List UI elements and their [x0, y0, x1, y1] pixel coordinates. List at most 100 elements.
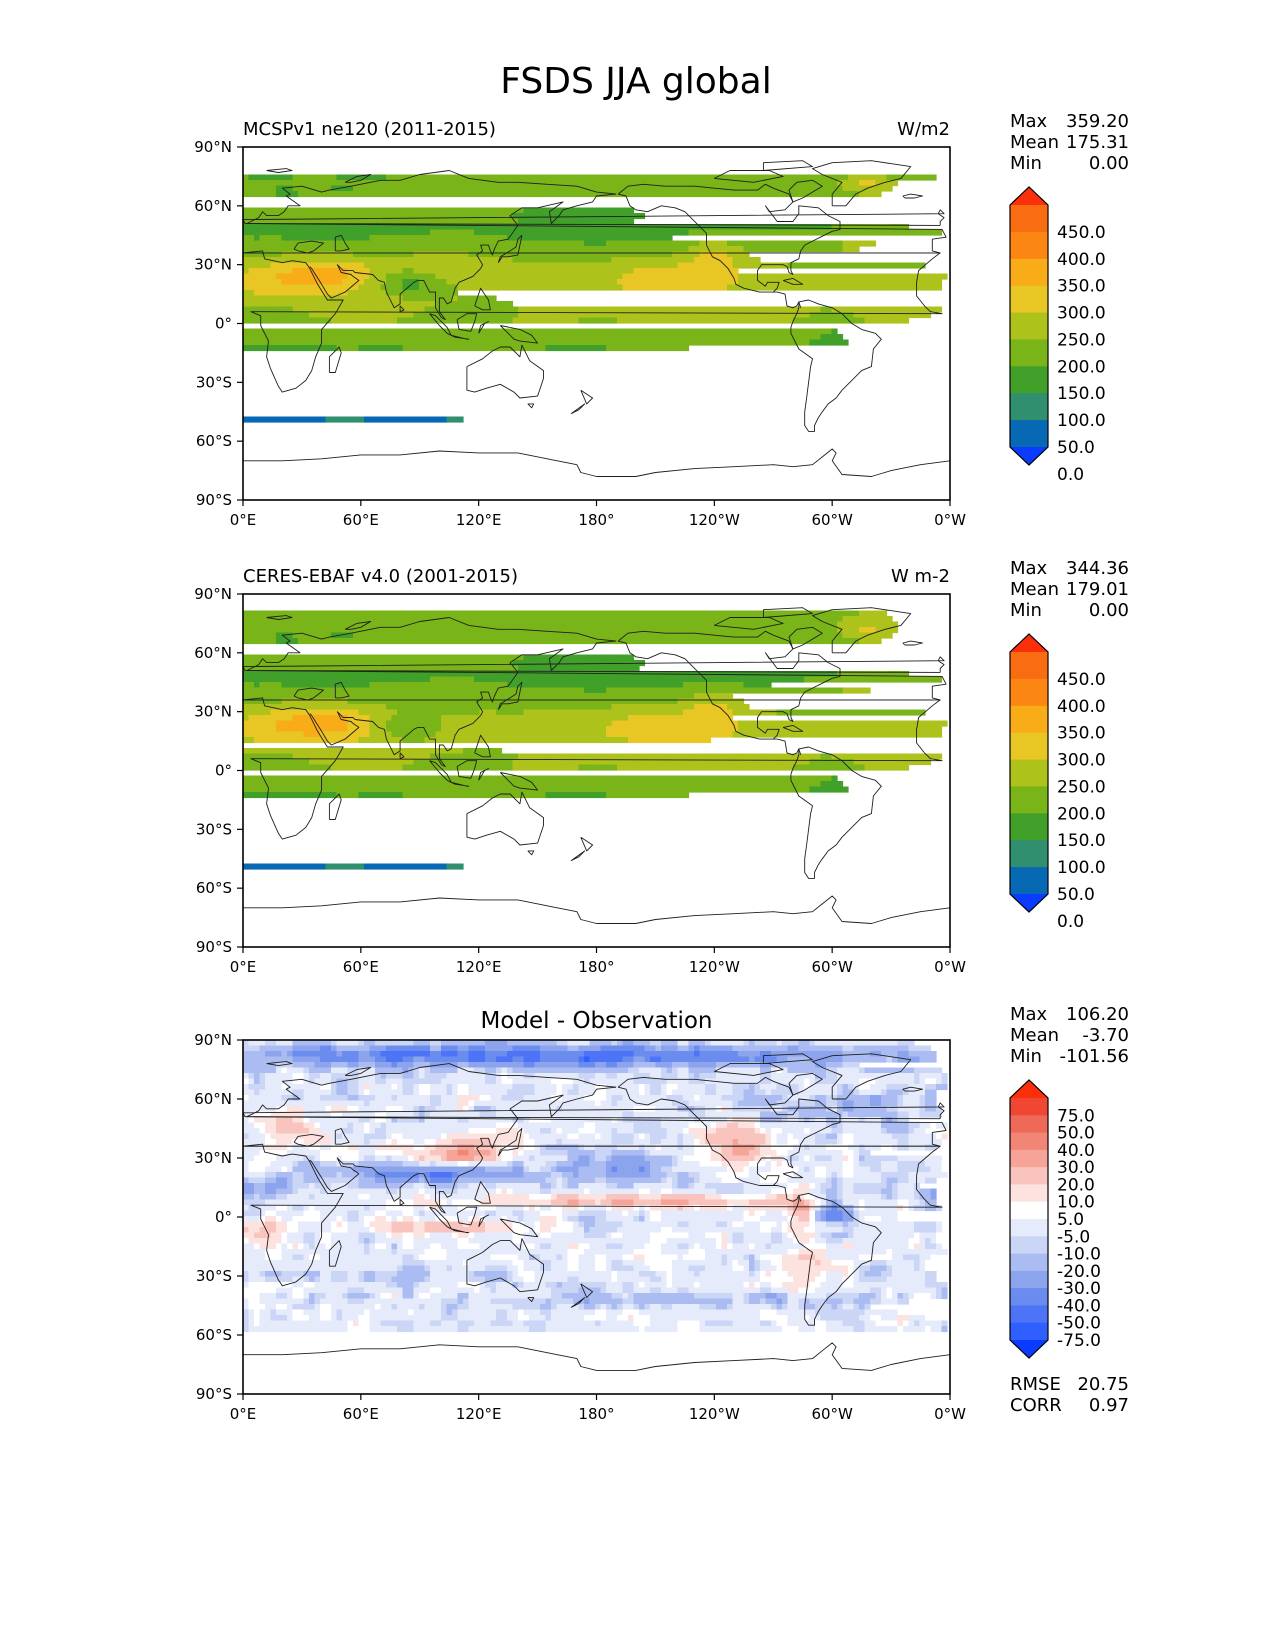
field-cell	[886, 1117, 893, 1124]
coastline	[451, 781, 470, 787]
field-cell	[650, 1161, 673, 1168]
field-cell	[688, 1183, 695, 1190]
field-cell	[705, 1249, 789, 1256]
field-cell	[375, 1276, 393, 1283]
field-cell	[298, 191, 860, 198]
field-cell	[848, 1232, 855, 1239]
field-cell	[243, 610, 860, 617]
field-cell	[413, 1309, 442, 1316]
field-cell	[386, 1122, 497, 1129]
field-cell	[600, 1199, 613, 1206]
field-cell	[694, 1144, 712, 1151]
field-cell	[666, 1282, 673, 1289]
field-cell	[694, 257, 734, 264]
field-cell	[567, 1243, 580, 1250]
field-cell	[617, 1227, 662, 1234]
field-cell	[804, 1084, 811, 1091]
field-cell	[424, 1117, 459, 1124]
field-cell	[809, 1166, 816, 1173]
field-cell	[287, 1304, 294, 1311]
field-cell	[859, 610, 888, 617]
field-cell	[369, 1045, 387, 1052]
field-cell	[243, 660, 514, 667]
field-cell	[243, 1265, 398, 1272]
field-cell	[325, 1293, 343, 1300]
field-cell	[419, 1293, 431, 1300]
field-cell	[765, 1298, 778, 1305]
field-cell	[534, 1084, 558, 1091]
field-cell	[732, 1089, 745, 1096]
field-cell	[342, 1133, 365, 1140]
field-cell	[413, 268, 635, 275]
field-cell	[859, 627, 877, 634]
field-cell	[424, 1073, 448, 1080]
field-cell	[870, 1298, 882, 1305]
field-cell	[496, 1155, 503, 1162]
field-cell	[446, 1133, 525, 1140]
field-cell	[292, 1304, 316, 1311]
field-cell	[661, 1045, 679, 1052]
field-cell	[809, 1155, 816, 1162]
field-cell	[914, 1067, 943, 1074]
field-cell	[606, 726, 739, 733]
field-cell	[314, 1155, 321, 1162]
field-cell	[782, 1106, 789, 1113]
field-cell	[661, 1210, 745, 1217]
field-cell	[925, 1078, 937, 1085]
stat-value: 175.31	[1066, 132, 1129, 153]
field-cell	[798, 1111, 844, 1118]
field-cell	[842, 1216, 855, 1223]
field-cell	[292, 1243, 299, 1250]
field-cell	[474, 1287, 481, 1294]
field-cell	[578, 1172, 607, 1179]
field-cell	[600, 1304, 607, 1311]
field-cell	[842, 1243, 855, 1250]
field-cell	[611, 1139, 635, 1146]
field-cell	[925, 1315, 937, 1322]
field-cell	[743, 1205, 789, 1212]
field-cell	[853, 759, 932, 766]
field-cell	[342, 1172, 365, 1179]
field-cell	[738, 1177, 761, 1184]
field-cell	[749, 1040, 756, 1047]
field-cell	[842, 1161, 855, 1168]
field-cell	[842, 1089, 855, 1096]
field-cell	[413, 1293, 420, 1300]
field-cell	[886, 1106, 899, 1113]
field-cell	[512, 1304, 541, 1311]
field-cell	[738, 1100, 778, 1107]
field-cell	[606, 1260, 613, 1267]
field-cell	[699, 1177, 723, 1184]
field-cell	[787, 1315, 805, 1322]
field-cell	[402, 1243, 415, 1250]
field-cell	[287, 1293, 294, 1300]
field-cell	[754, 1084, 761, 1091]
field-cell	[512, 1117, 525, 1124]
field-cell	[309, 1293, 316, 1300]
field-cell	[496, 1128, 519, 1135]
field-cell	[281, 1249, 365, 1256]
field-cell	[430, 1172, 453, 1179]
field-cell	[611, 1260, 624, 1267]
field-cell	[760, 1260, 772, 1267]
field-cell	[540, 1309, 552, 1316]
field-cell	[650, 1320, 679, 1327]
field-cell	[842, 1122, 882, 1129]
field-cell	[391, 1221, 415, 1228]
field-cell	[848, 1084, 855, 1091]
field-cell	[743, 1040, 750, 1047]
field-cell	[573, 1161, 591, 1168]
colorbar-segment	[1010, 1270, 1048, 1289]
field-cell	[309, 1254, 321, 1261]
field-cell	[815, 1117, 827, 1124]
field-cell	[413, 1062, 431, 1069]
field-cell	[551, 1095, 563, 1102]
field-cell	[765, 1271, 772, 1278]
field-cell	[809, 1210, 816, 1217]
field-cell	[534, 1227, 541, 1234]
field-cell	[826, 1122, 833, 1129]
field-cell	[457, 1177, 547, 1184]
field-cell	[826, 1073, 838, 1080]
field-cell	[666, 1276, 673, 1283]
field-cell	[738, 279, 943, 286]
